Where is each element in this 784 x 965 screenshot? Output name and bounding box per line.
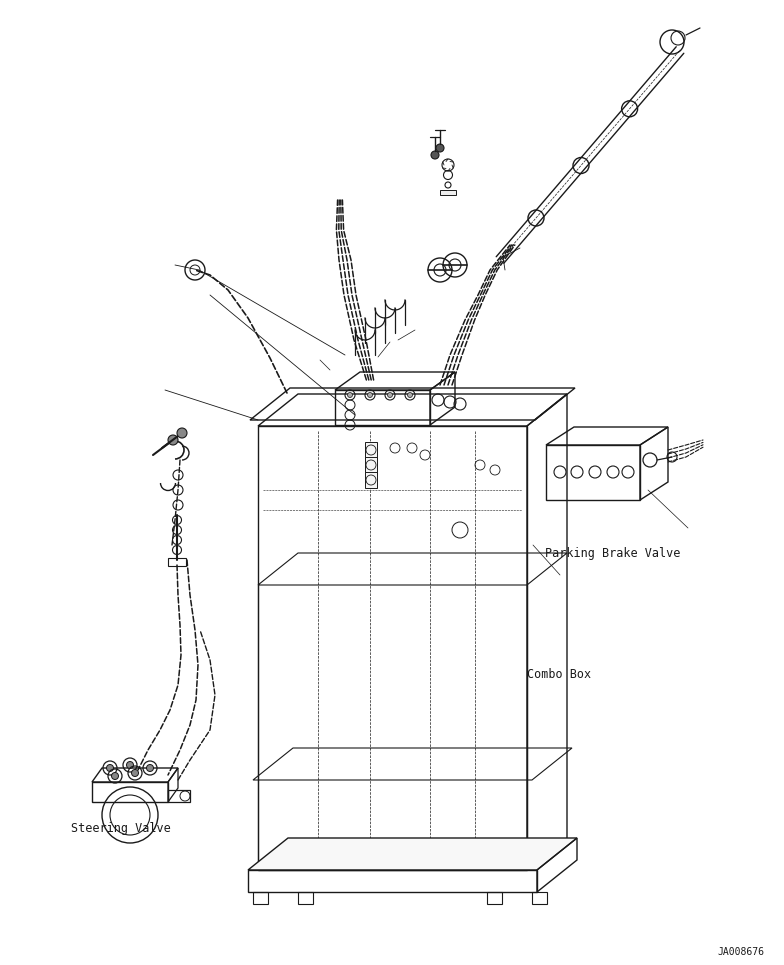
Text: JA008676: JA008676 [717, 948, 764, 957]
Polygon shape [365, 472, 377, 488]
Polygon shape [365, 442, 377, 458]
Circle shape [111, 773, 118, 780]
Circle shape [347, 393, 353, 398]
Polygon shape [365, 457, 377, 473]
Circle shape [177, 428, 187, 438]
Polygon shape [440, 190, 456, 195]
Polygon shape [248, 838, 577, 870]
Text: Steering Valve: Steering Valve [71, 822, 170, 835]
Circle shape [408, 393, 412, 398]
Circle shape [387, 393, 393, 398]
Circle shape [126, 761, 133, 768]
Circle shape [436, 144, 444, 152]
Text: Combo Box: Combo Box [527, 668, 591, 680]
Circle shape [168, 435, 178, 445]
Text: Parking Brake Valve: Parking Brake Valve [545, 547, 681, 560]
Circle shape [147, 764, 154, 771]
Circle shape [132, 769, 139, 777]
Circle shape [368, 393, 372, 398]
Circle shape [107, 764, 114, 771]
Circle shape [431, 151, 439, 159]
